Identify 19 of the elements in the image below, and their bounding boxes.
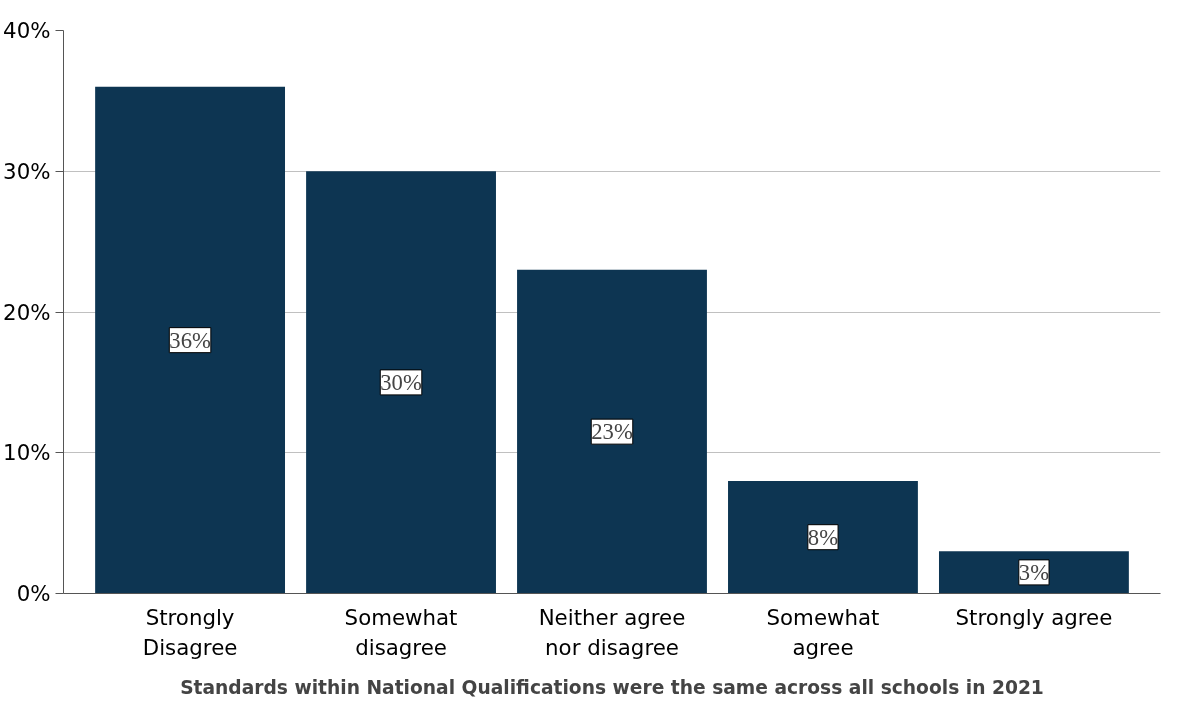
bar (728, 480, 918, 594)
y-tick-label: 0% (16, 581, 51, 606)
bar (938, 551, 1129, 594)
data-label: 36% (169, 327, 211, 353)
bar (95, 86, 286, 594)
y-tick-label: 20% (3, 299, 51, 325)
x-tick-label: Strongly Disagree (142, 604, 238, 660)
x-tick-label: Somewhat disagree (344, 604, 458, 660)
x-tick-label: Strongly agree (955, 604, 1113, 630)
data-label: 23% (591, 419, 633, 445)
y-tick-label: 40% (3, 18, 51, 43)
y-tick-label: 10% (3, 440, 51, 466)
x-tick-label: Neither agree nor disagree (538, 604, 686, 660)
y-tick-label: 30% (3, 158, 51, 184)
bar (306, 171, 496, 594)
data-label: 30% (380, 369, 422, 395)
x-tick-label: Somewhat agree (766, 604, 880, 660)
x-axis-title: Standards within National Qualifications were the same across all schools in 2021 (180, 676, 1044, 698)
bar (517, 269, 707, 594)
